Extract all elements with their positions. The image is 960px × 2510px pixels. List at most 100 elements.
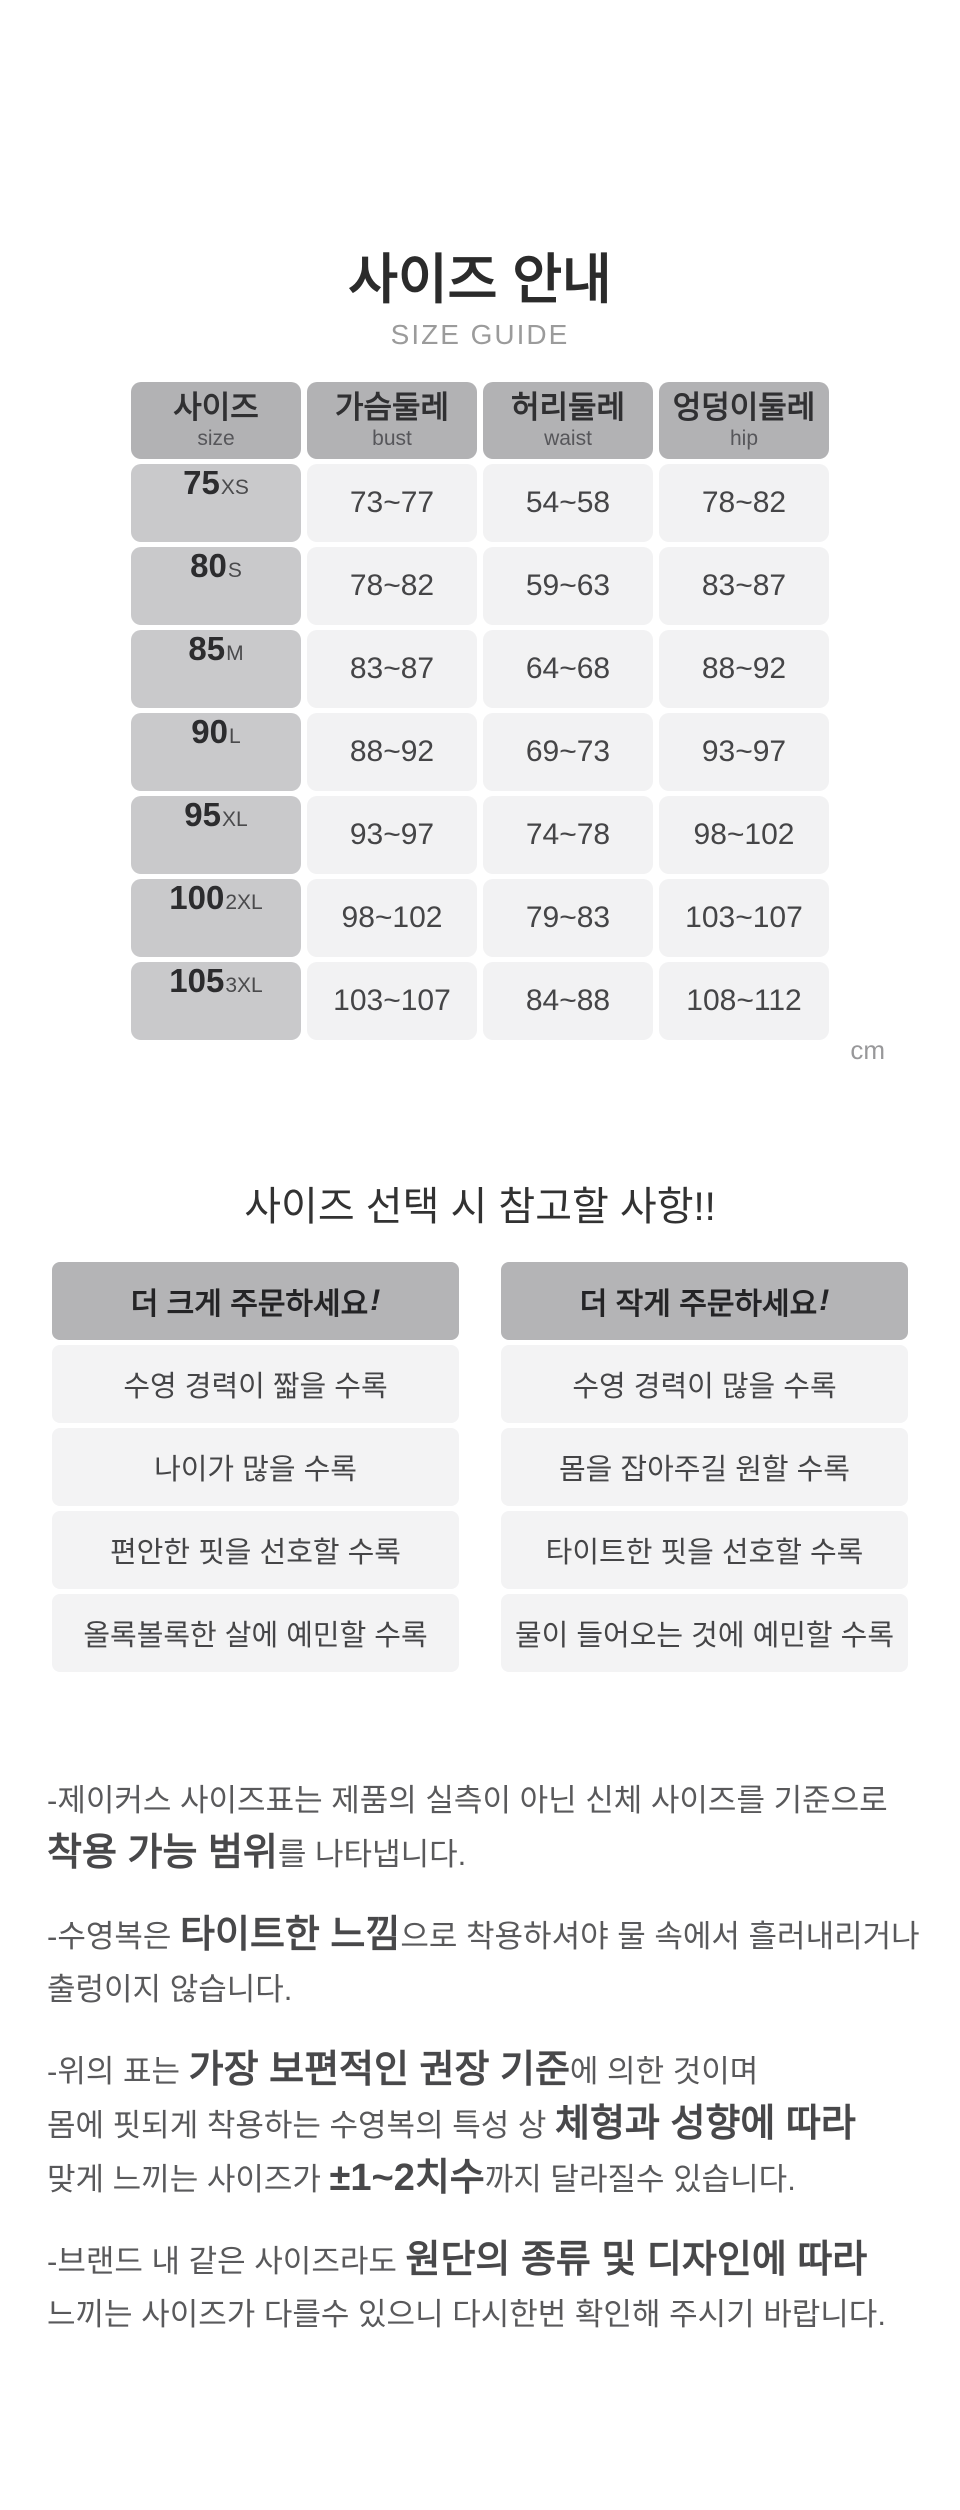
column-label-ko: 사이즈 (173, 390, 259, 426)
column-label-en: bust (372, 426, 412, 450)
tip-header-text: 더 작게 주문하세요 (579, 1288, 818, 1322)
tip-item: 물이 들어오는 것에 예민할 수록 (501, 1594, 908, 1673)
tip-item: 타이트한 핏을 선호할 수록 (501, 1511, 908, 1590)
note-paragraph: -위의 표는 가장 보편적인 권장 기준에 의한 것이며 몸에 핏되게 착용하는 … (47, 2044, 920, 2206)
note-text: 까지 달라질수 있습니다. (484, 2162, 796, 2198)
bust-cell: 88~92 (307, 713, 477, 792)
emphasized-text: 원단의 종류 및 디자인에 따라 (405, 2239, 868, 2282)
emphasized-text: 가장 보편적인 권장 기준 (188, 2049, 570, 2092)
tips-section: 사이즈 선택 시 참고할 사항!! 더 크게 주문하세요! 수영 경력이 짧을 수… (0, 1174, 960, 1673)
bust-cell: 78~82 (307, 547, 477, 626)
size-table-header-cell: 엉덩이둘레 hip (659, 382, 829, 460)
size-table-header-cell: 사이즈 size (131, 382, 301, 460)
note-text: -위의 표는 (47, 2054, 189, 2090)
note-line: -제이커스 사이즈표는 제품의 실측이 아닌 신체 사이즈를 기준으로 (47, 1774, 920, 1827)
note-line: 느끼는 사이즈가 다를수 있으니 다시한번 확인해 주시기 바랍니다. (47, 2288, 920, 2341)
column-label-en: size (197, 426, 235, 450)
tip-item: 올록볼록한 살에 예민할 수록 (52, 1594, 459, 1673)
size-number: 85 (188, 630, 226, 668)
column-label-en: hip (729, 426, 759, 450)
note-line: -수영복은 타이트한 느낌으로 착용하셔야 물 속에서 흘러내리거나 (47, 1909, 920, 1963)
size-letter: L (229, 725, 241, 749)
note-text: 출렁이지 않습니다. (47, 1972, 293, 2008)
waist-cell: 69~73 (483, 713, 653, 792)
page-header: 사이즈 안내 SIZE GUIDE (0, 0, 960, 351)
note-line: 출렁이지 않습니다. (47, 1963, 920, 2016)
note-line: -위의 표는 가장 보편적인 권장 기준에 의한 것이며 (47, 2044, 920, 2098)
note-line: 착용 가능 범위를 나타냅니다. (47, 1827, 920, 1881)
note-text: 를 나타냅니다. (277, 1837, 467, 1873)
tip-header-text: 더 크게 주문하세요 (130, 1288, 369, 1322)
order-smaller-header: 더 작게 주문하세요! (501, 1262, 908, 1341)
page-title: 사이즈 안내 (348, 250, 612, 310)
size-cell: 90 L (131, 713, 301, 792)
column-label-ko: 가슴둘레 (334, 390, 450, 426)
emphasized-text: 착용 가능 범위 (47, 1832, 278, 1875)
note-line: 몸에 핏되게 착용하는 수영복의 특성 상 체형과 성향에 따라 (47, 2098, 920, 2152)
column-label-ko: 허리둘레 (510, 390, 626, 426)
size-table-header-cell: 허리둘레 waist (483, 382, 653, 460)
bust-cell: 83~87 (307, 630, 477, 709)
tip-item: 몸을 잡아주길 원할 수록 (501, 1428, 908, 1507)
size-number: 100 (169, 879, 225, 917)
waist-cell: 74~78 (483, 796, 653, 875)
size-number: 105 (169, 962, 225, 1000)
waist-cell: 59~63 (483, 547, 653, 626)
size-cell: 75 XS (131, 464, 301, 543)
bust-cell: 103~107 (307, 962, 477, 1041)
size-table-header-cell: 가슴둘레 bust (307, 382, 477, 460)
size-letter: 2XL (225, 891, 263, 915)
italic-exclamation: ! (370, 1284, 381, 1318)
tip-item: 수영 경력이 많을 수록 (501, 1345, 908, 1424)
column-label-en: waist (544, 426, 592, 450)
size-letter: XL (222, 808, 248, 832)
tip-item: 나이가 많을 수록 (52, 1428, 459, 1507)
size-cell: 100 2XL (131, 879, 301, 958)
tip-item: 편안한 핏을 선호할 수록 (52, 1511, 459, 1590)
hip-cell: 78~82 (659, 464, 829, 543)
size-cell: 80 S (131, 547, 301, 626)
hip-cell: 103~107 (659, 879, 829, 958)
bust-cell: 98~102 (307, 879, 477, 958)
note-text: -수영복은 (47, 1919, 181, 1955)
italic-exclamation: ! (819, 1284, 830, 1318)
size-cell: 85 M (131, 630, 301, 709)
note-text: -브랜드 내 같은 사이즈라도 (47, 2244, 406, 2280)
size-table-section: 사이즈 size 가슴둘레 bust 허리둘레 waist 엉덩이둘레 hip 75 XS 73~7… (131, 382, 885, 1065)
note-text: 맞게 느끼는 사이즈가 (47, 2162, 330, 2198)
size-letter: S (227, 559, 242, 583)
waist-cell: 84~88 (483, 962, 653, 1041)
column-label-ko: 엉덩이둘레 (672, 390, 816, 426)
order-larger-header: 더 크게 주문하세요! (52, 1262, 459, 1341)
hip-cell: 93~97 (659, 713, 829, 792)
bust-cell: 93~97 (307, 796, 477, 875)
bust-cell: 73~77 (307, 464, 477, 543)
size-letter: 3XL (225, 974, 263, 998)
note-text: 에 의한 것이며 (569, 2054, 759, 2090)
unit-label: cm (850, 1035, 885, 1066)
hip-cell: 108~112 (659, 962, 829, 1041)
waist-cell: 64~68 (483, 630, 653, 709)
waist-cell: 79~83 (483, 879, 653, 958)
note-line: -브랜드 내 같은 사이즈라도 원단의 종류 및 디자인에 따라 (47, 2234, 920, 2288)
tips-heading: 사이즈 선택 시 참고할 사항!! (244, 1185, 716, 1230)
size-number: 75 (183, 464, 220, 502)
order-larger-column: 더 크게 주문하세요! 수영 경력이 짧을 수록 나이가 많을 수록 편안한 핏을 선… (52, 1262, 459, 1673)
hip-cell: 98~102 (659, 796, 829, 875)
hip-cell: 83~87 (659, 547, 829, 626)
note-text: 느끼는 사이즈가 다를수 있으니 다시한번 확인해 주시기 바랍니다. (47, 2297, 886, 2333)
size-table: 사이즈 size 가슴둘레 bust 허리둘레 waist 엉덩이둘레 hip 75 XS 73~7… (131, 382, 829, 1041)
tips-columns: 더 크게 주문하세요! 수영 경력이 짧을 수록 나이가 많을 수록 편안한 핏을 선… (52, 1262, 908, 1673)
size-cell: 95 XL (131, 796, 301, 875)
size-letter: XS (220, 476, 249, 500)
emphasized-text: 타이트한 느낌 (180, 1914, 401, 1957)
note-text: -제이커스 사이즈표는 제품의 실측이 아닌 신체 사이즈를 기준으로 (47, 1783, 888, 1819)
size-number: 80 (190, 547, 227, 585)
page-subtitle: SIZE GUIDE (390, 319, 570, 351)
emphasized-text: ±1~2치수 (329, 2157, 485, 2200)
